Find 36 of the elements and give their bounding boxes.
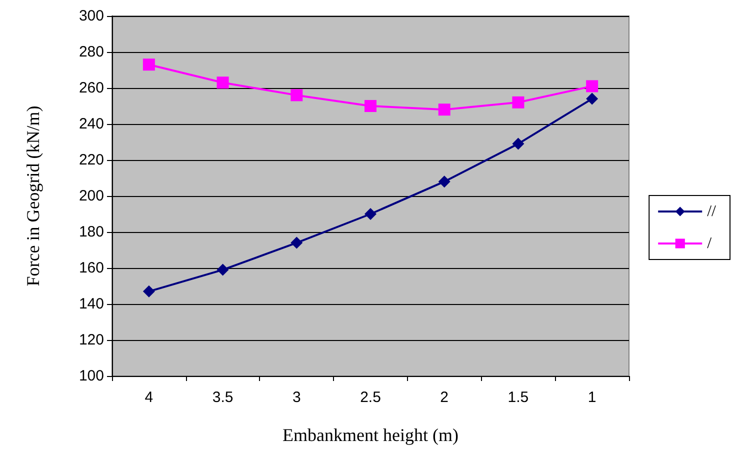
y-tick-label: 100 <box>78 368 104 384</box>
y-tick-label: 280 <box>78 44 104 60</box>
y-tick-label: 240 <box>78 116 104 132</box>
point <box>512 96 524 108</box>
x-tick-label: 4 <box>144 389 154 406</box>
y-tick-label: 260 <box>78 80 104 96</box>
point <box>364 208 376 220</box>
point <box>586 80 598 92</box>
x-tick-label: 3.5 <box>212 389 234 406</box>
x-tick-label: 1 <box>588 389 596 406</box>
x-tick-label: 2.5 <box>360 389 381 406</box>
point <box>142 285 155 298</box>
point <box>290 236 303 249</box>
y-tick-label: 140 <box>78 296 104 312</box>
x-tick-label: 3 <box>292 389 301 406</box>
y-tick-label: 120 <box>78 332 104 348</box>
point <box>216 76 229 89</box>
point <box>512 138 524 150</box>
point <box>290 89 303 102</box>
point <box>142 58 155 71</box>
point <box>586 92 598 105</box>
point <box>438 176 450 188</box>
x-tick-label: 2 <box>440 389 449 406</box>
legend-label: // <box>707 203 717 220</box>
legend-label: / <box>707 235 712 252</box>
x-axis-title: Embankment height (m) <box>282 425 458 445</box>
y-tick-label: 200 <box>78 188 104 204</box>
y-tick-label: 180 <box>78 224 104 240</box>
point <box>364 100 376 112</box>
point <box>216 264 229 276</box>
x-tick-label: 1.5 <box>508 389 529 406</box>
point <box>438 104 450 116</box>
y-axis-title: Force in Geogrid (kN/m) <box>23 106 43 286</box>
y-tick-label: 220 <box>78 152 104 168</box>
y-tick-label: 160 <box>78 260 104 276</box>
y-tick-label: 300 <box>78 8 104 24</box>
